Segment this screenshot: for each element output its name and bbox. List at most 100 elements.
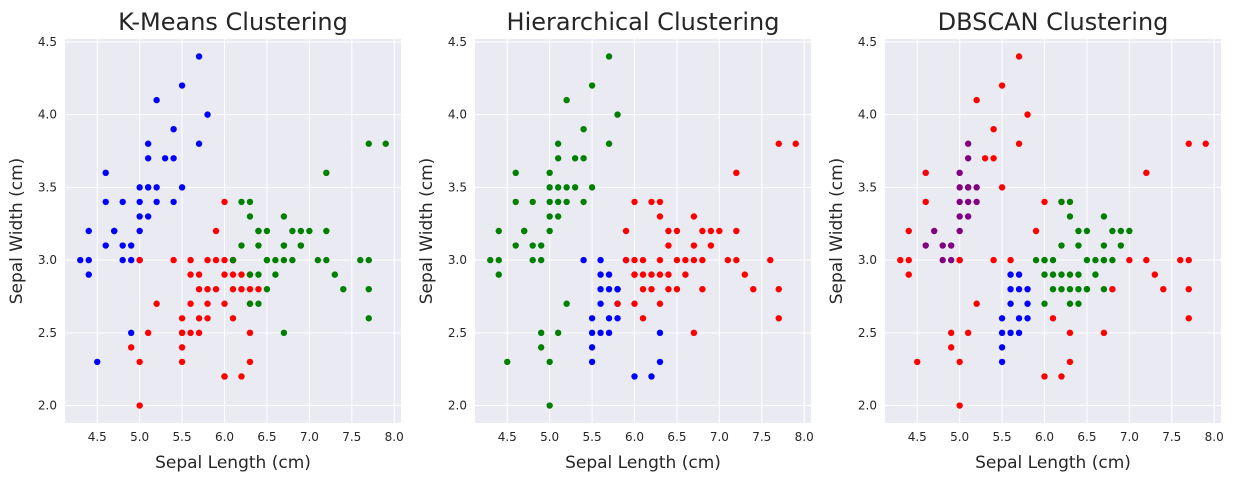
x-tick-label: 5.0 xyxy=(950,430,969,444)
data-point xyxy=(588,315,596,322)
data-point xyxy=(187,256,194,264)
data-point xyxy=(331,271,339,278)
data-point xyxy=(554,198,562,206)
data-point xyxy=(605,140,613,147)
data-point xyxy=(537,344,545,351)
data-point xyxy=(119,256,126,264)
data-point xyxy=(1015,315,1023,322)
plot-area xyxy=(65,39,401,423)
data-point xyxy=(605,285,613,293)
data-point xyxy=(716,227,723,235)
data-point xyxy=(365,256,372,264)
data-point xyxy=(1049,256,1057,264)
series-points xyxy=(229,140,389,337)
data-point xyxy=(1083,256,1091,264)
data-point xyxy=(238,198,245,206)
data-point xyxy=(280,213,288,220)
data-point xyxy=(546,184,553,191)
data-point xyxy=(580,155,587,162)
data-point xyxy=(1092,271,1099,278)
y-tick-label: 3.0 xyxy=(858,253,877,267)
data-point xyxy=(280,256,288,264)
data-point xyxy=(153,96,160,104)
data-point xyxy=(512,242,519,249)
chart-title: K-Means Clustering xyxy=(118,8,348,36)
data-point xyxy=(280,242,288,249)
data-point xyxy=(546,227,553,235)
series-points xyxy=(922,140,980,264)
data-point xyxy=(1126,256,1133,264)
data-point xyxy=(94,358,101,366)
data-point xyxy=(775,285,782,293)
data-point xyxy=(639,285,647,293)
data-point xyxy=(622,227,630,235)
data-point xyxy=(1100,285,1108,293)
data-point xyxy=(170,256,177,264)
x-tick-label: 7.5 xyxy=(1162,430,1181,444)
chart-title: DBSCAN Clustering xyxy=(938,8,1169,36)
data-point xyxy=(512,169,519,177)
data-point xyxy=(588,344,596,351)
data-point xyxy=(144,140,152,147)
data-point xyxy=(707,227,715,235)
data-point xyxy=(504,358,511,366)
data-point xyxy=(255,300,262,307)
x-tick-label: 5.5 xyxy=(173,430,192,444)
data-point xyxy=(947,329,955,337)
data-point xyxy=(85,256,92,264)
data-point xyxy=(1015,53,1023,60)
data-point xyxy=(614,285,621,293)
data-point xyxy=(195,271,203,278)
data-point xyxy=(964,155,972,162)
data-point xyxy=(221,198,228,206)
data-point xyxy=(639,271,647,278)
data-point xyxy=(1100,242,1108,249)
data-point xyxy=(605,315,613,322)
data-point xyxy=(153,300,160,307)
data-point xyxy=(178,344,186,351)
x-tick-label: 5.0 xyxy=(540,430,559,444)
data-point xyxy=(263,256,271,264)
data-point xyxy=(648,285,655,293)
data-point xyxy=(238,373,245,380)
data-point xyxy=(136,184,143,191)
data-point xyxy=(178,315,186,322)
data-point xyxy=(964,198,972,206)
data-point xyxy=(563,300,570,307)
data-point xyxy=(580,256,587,264)
data-point xyxy=(546,198,553,206)
x-tick-label: 8.0 xyxy=(1205,430,1224,444)
data-point xyxy=(775,140,782,147)
data-point xyxy=(1075,285,1082,293)
data-point xyxy=(990,125,997,133)
data-point xyxy=(1049,271,1057,278)
data-point xyxy=(1100,329,1108,337)
data-point xyxy=(297,227,305,235)
data-point xyxy=(255,242,262,249)
data-point xyxy=(127,256,135,264)
data-point xyxy=(1058,373,1065,380)
data-point xyxy=(187,271,194,278)
data-point xyxy=(707,242,715,249)
data-point xyxy=(195,329,203,337)
data-point xyxy=(1007,300,1014,307)
data-point xyxy=(1143,256,1150,264)
data-point xyxy=(204,111,211,118)
data-point xyxy=(1075,300,1082,307)
data-point xyxy=(690,242,698,249)
x-tick-label: 7.0 xyxy=(1120,430,1139,444)
data-point xyxy=(956,198,963,206)
x-tick-label: 4.5 xyxy=(88,430,107,444)
data-point xyxy=(85,271,92,278)
series-points xyxy=(897,53,1209,409)
y-tick-label: 3.0 xyxy=(38,253,57,267)
data-point xyxy=(1075,242,1082,249)
data-point xyxy=(246,271,254,278)
y-tick-label: 3.0 xyxy=(448,253,467,267)
data-point xyxy=(1092,256,1099,264)
data-point xyxy=(631,256,638,264)
data-point xyxy=(255,285,262,293)
data-point xyxy=(1049,285,1057,293)
series-points xyxy=(77,53,211,366)
y-tick-label: 3.5 xyxy=(38,180,57,194)
